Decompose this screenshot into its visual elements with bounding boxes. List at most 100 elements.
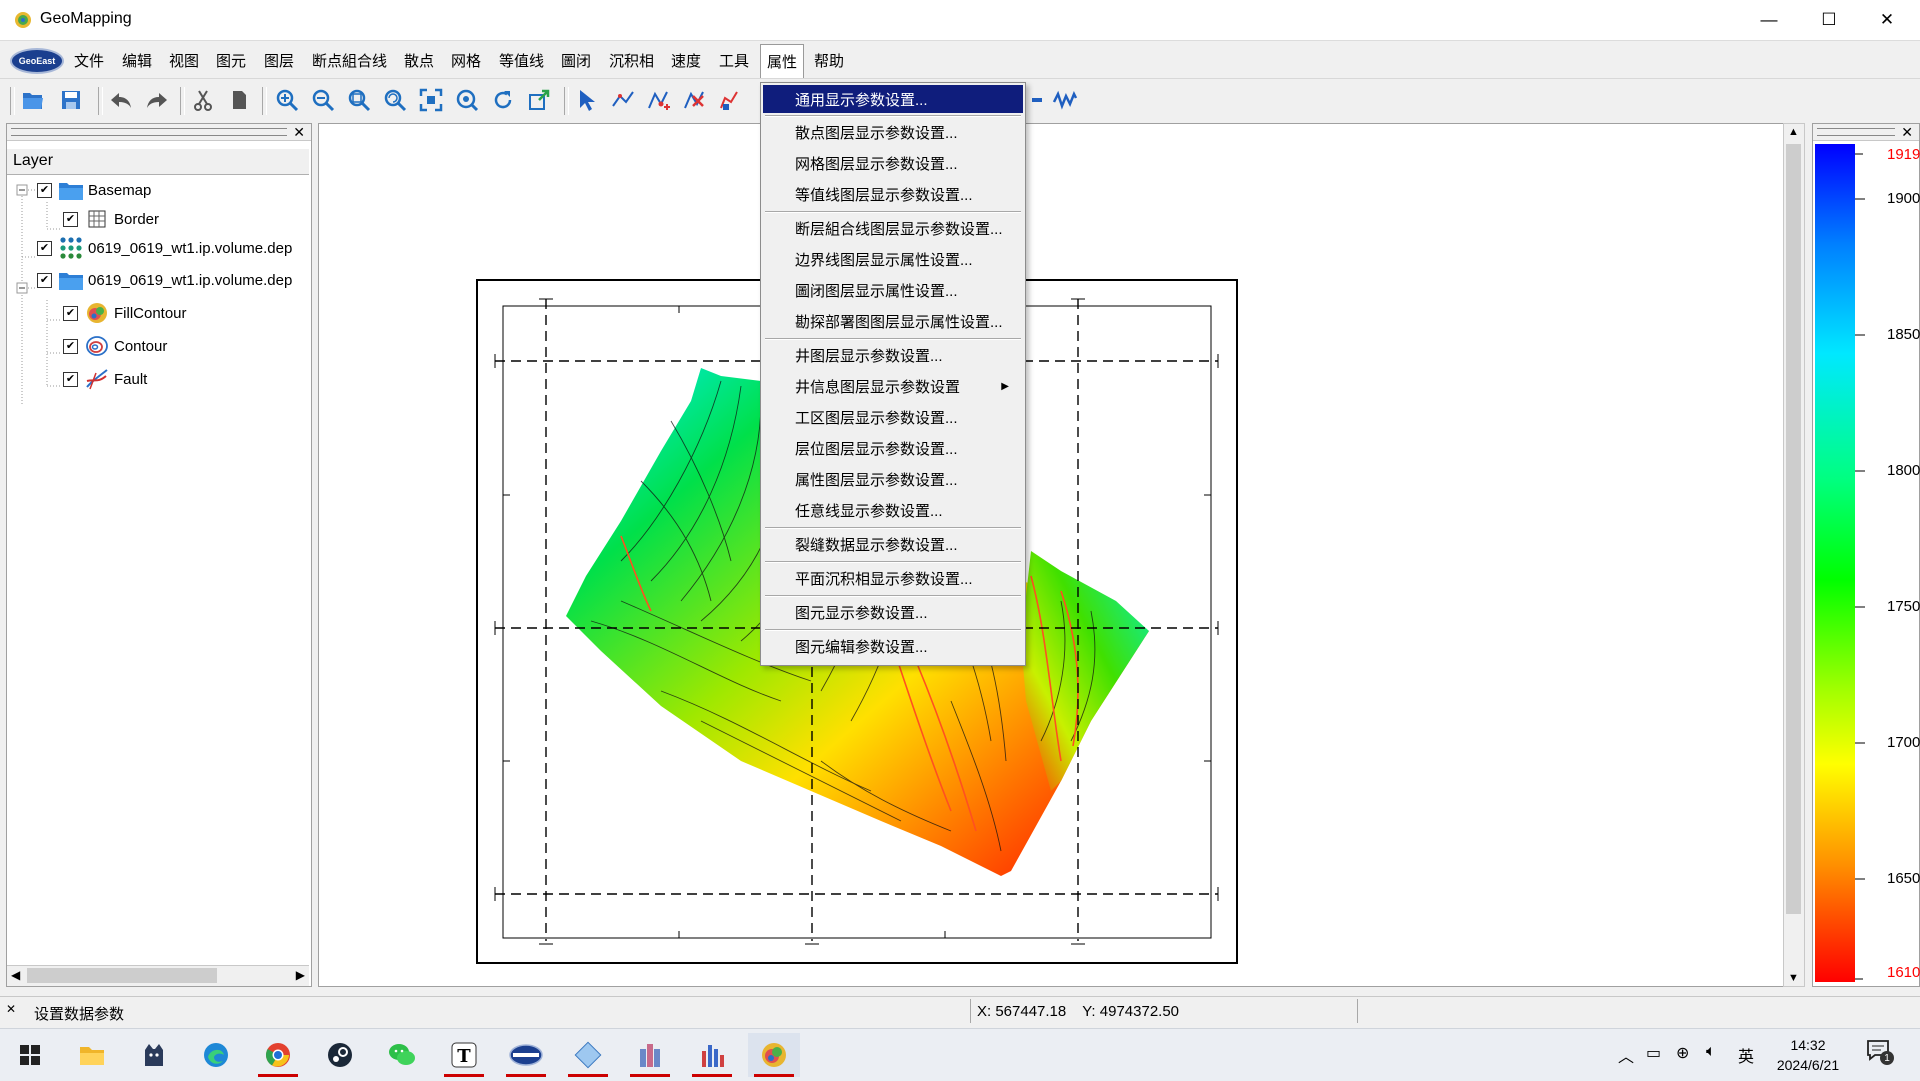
scroll-down-icon[interactable]: ▼: [1788, 972, 1799, 984]
tree-item-fillcontour[interactable]: ✔ FillContour: [63, 301, 187, 325]
maximize-button[interactable]: ☐: [1821, 10, 1837, 29]
toolbar-hidden-icon[interactable]: [1022, 85, 1052, 115]
menu-item-attribute-layer-settings[interactable]: 属性图层显示参数设置...: [795, 471, 958, 489]
cat-app-icon[interactable]: [128, 1033, 180, 1077]
globe-network-icon[interactable]: ⊕: [1676, 1045, 1690, 1062]
tree-item-border[interactable]: ✔ Border: [63, 207, 159, 231]
scroll-right-icon[interactable]: ▶: [295, 968, 305, 982]
layer-panel-close-icon[interactable]: ✕: [293, 124, 305, 140]
geomapping-icon[interactable]: [748, 1033, 800, 1077]
tree-item-fault[interactable]: ✔ Fault: [63, 367, 147, 391]
menu-item-well-layer-settings[interactable]: 井图层显示参数设置...: [795, 347, 943, 365]
menu-sedimentary-facies[interactable]: 沉积相: [609, 53, 655, 70]
delete-node-icon[interactable]: [680, 85, 710, 115]
menu-tools[interactable]: 工具: [719, 53, 750, 70]
menu-item-general-display-settings[interactable]: 通用显示参数设置...: [763, 85, 1023, 113]
clock[interactable]: 14:32 2024/6/21: [1770, 1035, 1846, 1075]
checkbox[interactable]: ✔: [37, 272, 52, 288]
zoom-extents-icon[interactable]: [416, 85, 446, 115]
edit-line-icon[interactable]: [608, 85, 638, 115]
scroll-up-icon[interactable]: ▲: [1788, 126, 1799, 138]
menu-edit[interactable]: 编辑: [122, 53, 153, 70]
menu-item-element-edit-settings[interactable]: 图元编辑参数设置...: [795, 638, 928, 656]
geoeast-icon[interactable]: [500, 1033, 552, 1077]
checkbox[interactable]: ✔: [63, 338, 78, 354]
menu-item-closure-layer-settings[interactable]: 圖闭图层显示属性设置...: [795, 282, 958, 300]
volume-icon[interactable]: 🔈︎: [1706, 1043, 1716, 1060]
diamond-app-icon[interactable]: [562, 1033, 614, 1077]
save-icon[interactable]: [56, 85, 86, 115]
chart-app-icon[interactable]: [686, 1033, 738, 1077]
export-icon[interactable]: [524, 85, 554, 115]
zoom-center-icon[interactable]: [452, 85, 482, 115]
menu-item-grid-layer-settings[interactable]: 网格图层显示参数设置...: [795, 155, 958, 173]
map-canvas[interactable]: [318, 123, 1784, 987]
draw-polyline-icon[interactable]: [716, 85, 746, 115]
undo-icon[interactable]: [106, 85, 136, 115]
menu-item-fracture-data-settings[interactable]: 裂缝数据显示参数设置...: [795, 536, 958, 554]
menu-grid[interactable]: 网格: [451, 53, 482, 70]
edge-icon[interactable]: [190, 1033, 242, 1077]
menu-item-exploration-layer-settings[interactable]: 勘探部署图图层显示属性设置...: [795, 313, 1003, 331]
ime-indicator[interactable]: 英: [1738, 1049, 1755, 1066]
tree-item-basemap[interactable]: ✔ Basemap: [37, 178, 151, 202]
checkbox[interactable]: ✔: [37, 240, 52, 256]
file-explorer-icon[interactable]: [66, 1033, 118, 1077]
refresh-icon[interactable]: [488, 85, 518, 115]
notification-center-icon[interactable]: 1: [1866, 1039, 1896, 1069]
menu-item-element-display-settings[interactable]: 图元显示参数设置...: [795, 604, 928, 622]
menu-help[interactable]: 帮助: [814, 53, 845, 70]
cut-icon[interactable]: [188, 85, 218, 115]
tree-item-volume-folder[interactable]: ✔ 0619_0619_wt1.ip.volume.dep: [37, 268, 292, 292]
zoom-in-icon[interactable]: [272, 85, 302, 115]
tree-item-contour[interactable]: ✔ Contour: [63, 334, 167, 358]
steam-icon[interactable]: [314, 1033, 366, 1077]
close-button[interactable]: ✕: [1879, 10, 1895, 29]
menu-closure[interactable]: 圖闭: [561, 53, 592, 70]
wechat-icon[interactable]: [376, 1033, 428, 1077]
menu-contour[interactable]: 等值线: [499, 53, 545, 70]
menu-item-contour-layer-settings[interactable]: 等值线图层显示参数设置...: [795, 186, 973, 204]
tree-item-scatter-volume[interactable]: ✔ 0619_0619_wt1.ip.volume.dep: [37, 236, 292, 260]
chrome-icon[interactable]: [252, 1033, 304, 1077]
start-icon[interactable]: [4, 1033, 56, 1077]
menu-element[interactable]: 图元: [216, 53, 247, 70]
colorbar-grip[interactable]: ✕: [1813, 124, 1919, 141]
layer-panel-grip[interactable]: ✕: [7, 124, 311, 141]
select-pointer-icon[interactable]: [572, 85, 602, 115]
checkbox[interactable]: ✔: [63, 211, 78, 227]
open-file-icon[interactable]: [18, 85, 48, 115]
network-device-icon[interactable]: ▭: [1646, 1045, 1662, 1062]
menu-item-work-area-layer-settings[interactable]: 工区图层显示参数设置...: [795, 409, 958, 427]
menu-item-horizon-layer-settings[interactable]: 层位图层显示参数设置...: [795, 440, 958, 458]
menu-view[interactable]: 视图: [169, 53, 200, 70]
layer-panel-horizontal-scrollbar[interactable]: ◀ ▶: [7, 965, 309, 986]
map-vertical-scrollbar[interactable]: ▲ ▼: [1783, 123, 1805, 987]
status-close-icon[interactable]: ✕: [6, 1002, 17, 1016]
menu-scatter[interactable]: 散点: [404, 53, 435, 70]
menu-item-plane-facies-settings[interactable]: 平面沉积相显示参数设置...: [795, 570, 973, 588]
menu-item-boundary-layer-settings[interactable]: 边界线图层显示属性设置...: [795, 251, 973, 269]
castle-app-icon[interactable]: [624, 1033, 676, 1077]
checkbox[interactable]: ✔: [63, 371, 78, 387]
typora-icon[interactable]: T: [438, 1033, 490, 1077]
colorbar-close-icon[interactable]: ✕: [1901, 124, 1913, 140]
menu-item-fault-polyline-layer-settings[interactable]: 断层組合线图层显示参数设置...: [795, 220, 1003, 238]
menu-layer[interactable]: 图层: [264, 53, 295, 70]
menu-fault-polyline[interactable]: 断点組合线: [312, 53, 388, 70]
zoom-window-icon[interactable]: [344, 85, 374, 115]
menu-item-well-info-layer-settings[interactable]: 井信息图层显示参数设置 ▶: [763, 372, 1023, 400]
zoom-out-icon[interactable]: [308, 85, 338, 115]
scroll-left-icon[interactable]: ◀: [11, 968, 21, 982]
checkbox[interactable]: ✔: [63, 305, 78, 321]
menu-properties[interactable]: 属性: [760, 44, 805, 78]
show-hidden-icons-chevron-icon[interactable]: ︿: [1618, 1049, 1635, 1066]
checkbox[interactable]: ✔: [37, 182, 52, 198]
copy-icon[interactable]: [224, 85, 254, 115]
scrollbar-thumb[interactable]: [27, 968, 217, 983]
add-node-icon[interactable]: [644, 85, 674, 115]
menu-velocity[interactable]: 速度: [671, 53, 702, 70]
minimize-button[interactable]: —: [1760, 10, 1778, 29]
scrollbar-thumb[interactable]: [1786, 144, 1801, 914]
menu-item-arbitrary-line-settings[interactable]: 任意线显示参数设置...: [795, 502, 943, 520]
